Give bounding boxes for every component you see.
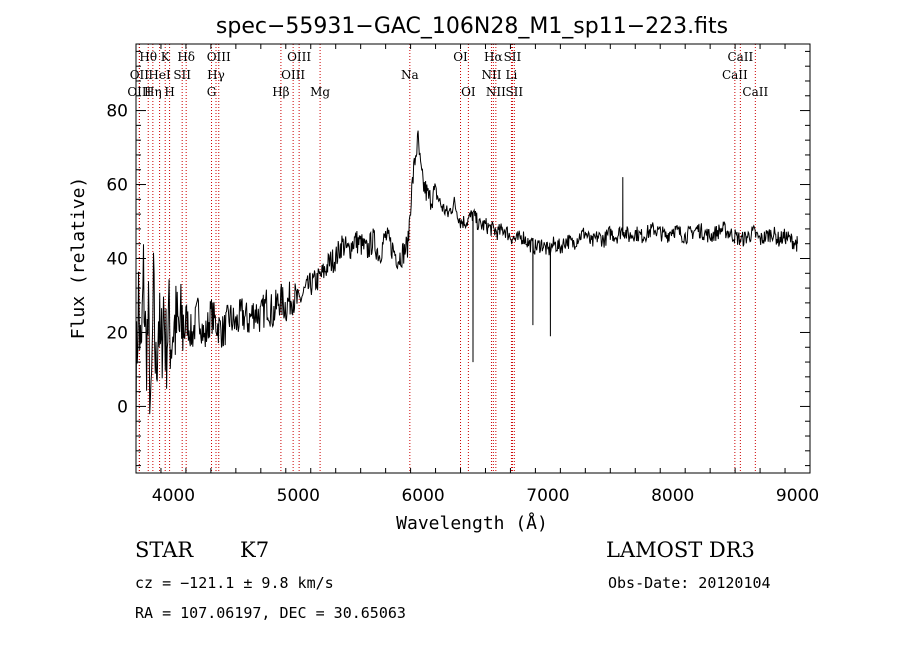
line-label-27: CaII	[742, 85, 768, 99]
line-label-26: CaII	[722, 68, 748, 82]
line-label-0: Hθ	[139, 50, 157, 64]
line-label-4: HeI	[148, 68, 171, 82]
x-tick-label-7000: 7000	[526, 486, 569, 506]
x-tick-label-6000: 6000	[401, 486, 444, 506]
spectrum-series	[135, 130, 798, 440]
x-tick-label-5000: 5000	[277, 486, 320, 506]
spectrum-line	[135, 130, 798, 440]
line-label-14: Hβ	[272, 85, 289, 99]
line-label-6: H	[164, 85, 174, 99]
y-tick-label-40: 40	[106, 250, 128, 270]
y-tick-label-60: 60	[106, 176, 128, 196]
line-label-7: SII	[173, 68, 191, 82]
line-label-8: Hδ	[177, 50, 195, 64]
line-label-21: NII	[481, 68, 501, 82]
line-label-12: OIII	[287, 50, 311, 64]
line-label-18: OI	[461, 85, 476, 99]
y-axis-label: Flux (relative)	[68, 177, 89, 340]
object-subclass: K7	[240, 538, 270, 562]
x-tick-label-4000: 4000	[152, 486, 195, 506]
line-label-15: Mg	[310, 85, 330, 99]
line-label-11: G	[207, 85, 217, 99]
y-tick-label-0: 0	[117, 397, 128, 417]
chart-title: spec−55931−GAC_106N28_M1_sp11−223.fits	[216, 14, 728, 39]
y-tick-label-20: 20	[106, 323, 128, 343]
line-label-17: OI	[453, 50, 468, 64]
y-axis: 0 20 40 60 80	[106, 50, 810, 467]
spectral-line-labels: Hθ OII OIII K HeI Hη H SII Hδ OIII Hγ G OIII OIII Hβ Mg…	[127, 50, 768, 99]
line-label-19: Hα	[484, 50, 503, 64]
line-label-23: NII	[486, 85, 506, 99]
line-label-9: OIII	[207, 50, 231, 64]
spectral-line-markers	[138, 44, 756, 473]
line-label-5: Hη	[144, 85, 162, 99]
line-label-16: Na	[401, 68, 419, 82]
coordinates: RA = 107.06197, DEC = 30.65063	[135, 604, 406, 622]
line-label-2: OIII	[127, 85, 151, 99]
line-label-10: Hγ	[207, 68, 225, 82]
y-tick-label-80: 80	[106, 102, 128, 122]
x-tick-label-8000: 8000	[651, 486, 694, 506]
redshift-text: cz = −121.1 ± 9.8 km/s	[135, 574, 334, 592]
x-axis: 4000 5000 6000 7000 8000 9000	[135, 44, 819, 506]
line-label-1: OII	[130, 68, 150, 82]
line-label-20: SII	[504, 50, 522, 64]
line-label-3: K	[161, 50, 171, 64]
x-tick-label-9000: 9000	[776, 486, 819, 506]
line-label-22: Li	[506, 68, 518, 82]
survey-name: LAMOST DR3	[606, 538, 755, 562]
line-label-13: OIII	[281, 68, 305, 82]
obs-date: Obs-Date: 20120104	[608, 574, 771, 592]
line-label-24: SII	[505, 85, 523, 99]
line-label-25: CaII	[727, 50, 753, 64]
x-axis-label: Wavelength (Å)	[396, 512, 548, 534]
object-class: STAR	[135, 538, 194, 562]
